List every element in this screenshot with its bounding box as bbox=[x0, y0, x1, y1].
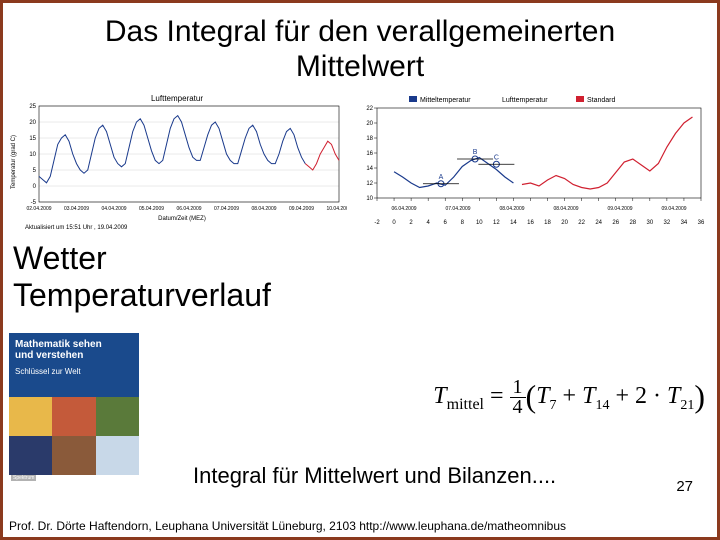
svg-text:16: 16 bbox=[527, 220, 534, 226]
svg-text:Lufttemperatur: Lufttemperatur bbox=[151, 94, 203, 103]
svg-text:08.04.2009: 08.04.2009 bbox=[553, 206, 578, 212]
charts-row: -50510152025 Lufttemperatur Temperatur (… bbox=[3, 92, 717, 232]
book-title-2: und verstehen bbox=[15, 350, 133, 361]
svg-text:20: 20 bbox=[561, 220, 568, 226]
svg-text:08.04.2009: 08.04.2009 bbox=[499, 206, 524, 212]
frac-num: 1 bbox=[510, 378, 526, 398]
svg-text:09.04.2009: 09.04.2009 bbox=[661, 206, 686, 212]
svg-text:28: 28 bbox=[629, 220, 636, 226]
svg-text:34: 34 bbox=[681, 220, 688, 226]
svg-text:12: 12 bbox=[493, 220, 500, 226]
t7: T bbox=[536, 383, 549, 409]
svg-text:06.04.2009: 06.04.2009 bbox=[176, 206, 201, 212]
book-cover: Mathematik sehen und verstehen Schlüssel… bbox=[9, 333, 139, 483]
slide: Das Integral für den verallgemeinerten M… bbox=[0, 0, 720, 540]
book-cover-header: Mathematik sehen und verstehen Schlüssel… bbox=[9, 333, 139, 397]
svg-text:12: 12 bbox=[366, 181, 373, 187]
svg-text:Standard: Standard bbox=[587, 97, 616, 104]
t14-sub: 14 bbox=[595, 398, 609, 413]
wetter-line2: Temperaturverlauf bbox=[13, 277, 707, 314]
svg-text:18: 18 bbox=[544, 220, 551, 226]
svg-text:26: 26 bbox=[612, 220, 619, 226]
svg-text:B: B bbox=[473, 149, 478, 156]
svg-text:09.04.2009: 09.04.2009 bbox=[289, 206, 314, 212]
svg-text:02.04.2009: 02.04.2009 bbox=[26, 206, 51, 212]
svg-text:Mitteltemperatur: Mitteltemperatur bbox=[420, 97, 471, 104]
book-spine: Spektrum bbox=[11, 475, 36, 481]
svg-text:08.04.2009: 08.04.2009 bbox=[251, 206, 276, 212]
svg-text:22: 22 bbox=[366, 106, 373, 112]
svg-text:14: 14 bbox=[510, 220, 517, 226]
integral-caption: Integral für Mittelwert und Bilanzen.... bbox=[193, 463, 556, 489]
slide-title: Das Integral für den verallgemeinerten M… bbox=[3, 3, 717, 92]
svg-text:16: 16 bbox=[366, 151, 373, 157]
plus1: + bbox=[557, 383, 583, 409]
formula-lhs-sub: mittel bbox=[447, 396, 484, 413]
svg-text:15: 15 bbox=[29, 136, 36, 142]
formula-lhs: T bbox=[433, 383, 446, 409]
svg-text:Datum/Zeit (MEZ): Datum/Zeit (MEZ) bbox=[158, 216, 206, 222]
svg-text:24: 24 bbox=[595, 220, 602, 226]
svg-text:A: A bbox=[439, 174, 444, 181]
svg-text:09.04.2009: 09.04.2009 bbox=[607, 206, 632, 212]
slide-footer: Prof. Dr. Dörte Haftendorn, Leuphana Uni… bbox=[9, 519, 711, 533]
svg-text:Temperatur (grad C): Temperatur (grad C) bbox=[11, 135, 17, 189]
svg-text:22: 22 bbox=[578, 220, 585, 226]
svg-text:10: 10 bbox=[29, 152, 36, 158]
formula-frac: 14 bbox=[510, 378, 526, 417]
formula: Tmittel = 14(T7 + T14 + 2 · T21) bbox=[433, 378, 705, 417]
svg-text:10.04.2009: 10.04.2009 bbox=[326, 206, 347, 212]
svg-text:10: 10 bbox=[366, 196, 373, 202]
page-number: 27 bbox=[676, 478, 693, 495]
wetter-line1: Wetter bbox=[13, 240, 707, 277]
frac-den: 4 bbox=[510, 398, 526, 417]
svg-text:18: 18 bbox=[366, 136, 373, 142]
svg-text:05.04.2009: 05.04.2009 bbox=[139, 206, 164, 212]
svg-text:03.04.2009: 03.04.2009 bbox=[64, 206, 89, 212]
svg-text:10: 10 bbox=[476, 220, 483, 226]
formula-eq: = bbox=[484, 383, 510, 409]
paren-open: ( bbox=[526, 378, 537, 414]
chart-left: -50510152025 Lufttemperatur Temperatur (… bbox=[7, 92, 347, 232]
svg-text:30: 30 bbox=[646, 220, 653, 226]
t21-sub: 21 bbox=[680, 398, 694, 413]
svg-text:07.04.2009: 07.04.2009 bbox=[445, 206, 470, 212]
svg-text:36: 36 bbox=[698, 220, 705, 226]
book-cover-tiles bbox=[9, 397, 139, 475]
svg-text:32: 32 bbox=[664, 220, 671, 226]
svg-text:20: 20 bbox=[366, 121, 373, 127]
svg-text:06.04.2009: 06.04.2009 bbox=[391, 206, 416, 212]
svg-text:-2: -2 bbox=[374, 220, 380, 226]
svg-text:20: 20 bbox=[29, 120, 36, 126]
svg-text:Aktualisiert um 15:51 Uhr , 19: Aktualisiert um 15:51 Uhr , 19.04.2009 bbox=[25, 225, 128, 231]
svg-text:14: 14 bbox=[366, 166, 373, 172]
svg-text:C: C bbox=[494, 154, 499, 161]
book-subtitle: Schlüssel zur Welt bbox=[15, 367, 133, 376]
t7-sub: 7 bbox=[550, 398, 557, 413]
chart-right: Mitteltemperatur Lufttemperatur Standard A… bbox=[349, 92, 709, 232]
t14: T bbox=[582, 383, 595, 409]
t21: T bbox=[667, 383, 680, 409]
svg-text:07.04.2009: 07.04.2009 bbox=[214, 206, 239, 212]
wetter-heading: Wetter Temperaturverlauf bbox=[3, 232, 717, 318]
svg-text:25: 25 bbox=[29, 104, 36, 110]
book-title-1: Mathematik sehen bbox=[15, 339, 133, 350]
plus2: + 2 · bbox=[609, 383, 667, 409]
paren-close: ) bbox=[694, 378, 705, 414]
svg-text:04.04.2009: 04.04.2009 bbox=[101, 206, 126, 212]
svg-text:Lufttemperatur: Lufttemperatur bbox=[502, 97, 548, 104]
